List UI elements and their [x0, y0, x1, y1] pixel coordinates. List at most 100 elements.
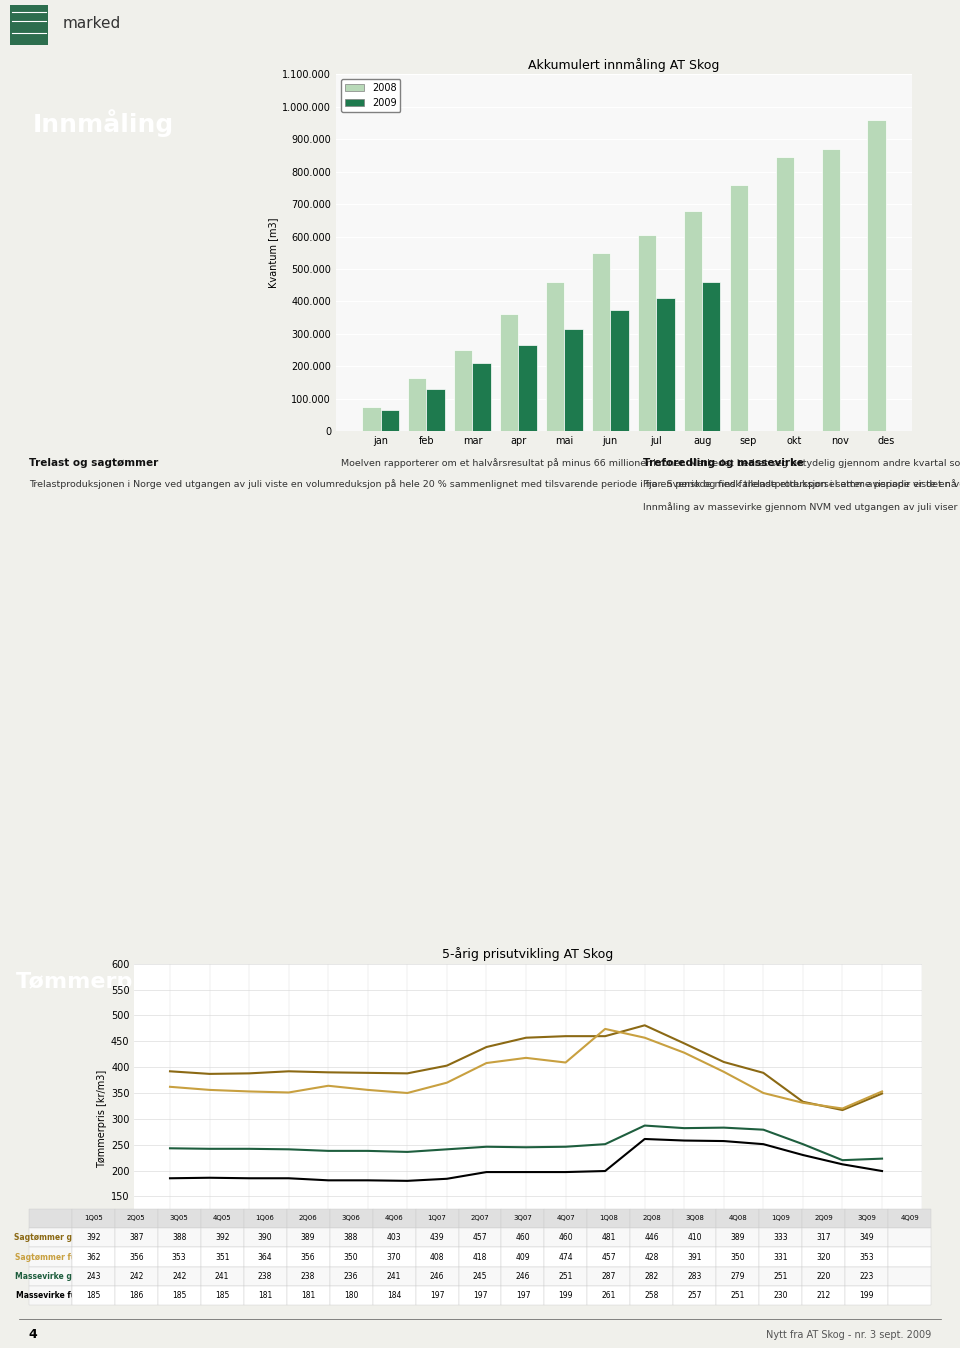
Y-axis label: Kvantum [m3]: Kvantum [m3]	[268, 217, 278, 288]
Sagtømmer gran	[520, 1030, 532, 1046]
Sagtømmer furu	[679, 1045, 690, 1061]
Massevirke gran	[560, 1139, 571, 1155]
Sagtømmer gran	[837, 1101, 849, 1117]
Massevirke furu	[164, 1170, 176, 1186]
Sagtømmer furu	[837, 1100, 849, 1116]
Massevirke furu	[442, 1170, 453, 1186]
Y-axis label: Tømmerpris [kr/m3]: Tømmerpris [kr/m3]	[97, 1070, 107, 1167]
Title: Akkumulert innmåling AT Skog: Akkumulert innmåling AT Skog	[528, 58, 720, 71]
Sagtømmer gran	[243, 1065, 254, 1081]
Sagtømmer furu	[718, 1064, 730, 1080]
Title: 5-årig prisutvikling AT Skog: 5-årig prisutvikling AT Skog	[443, 948, 613, 961]
Sagtømmer gran	[362, 1065, 373, 1081]
Massevirke furu	[757, 1136, 769, 1153]
Sagtømmer gran	[401, 1065, 413, 1081]
Bar	[454, 350, 472, 431]
Sagtømmer furu	[876, 1084, 888, 1100]
Legend: 2008, 2009: 2008, 2009	[341, 80, 400, 112]
Massevirke furu	[797, 1147, 808, 1163]
Line: Massevirke gran: Massevirke gran	[170, 1126, 882, 1161]
Massevirke gran	[679, 1120, 690, 1136]
Bar	[518, 345, 537, 431]
Sagtømmer furu	[599, 1020, 611, 1037]
Massevirke furu	[323, 1173, 334, 1189]
Massevirke gran	[876, 1151, 888, 1167]
Massevirke gran	[362, 1143, 373, 1159]
Massevirke gran	[323, 1143, 334, 1159]
Massevirke gran	[639, 1117, 651, 1134]
Sagtømmer gran	[876, 1085, 888, 1101]
Sagtømmer gran	[639, 1018, 651, 1034]
Sagtømmer gran	[797, 1093, 808, 1109]
Bar	[426, 390, 444, 431]
Massevirke gran	[164, 1140, 176, 1157]
Sagtømmer furu	[164, 1078, 176, 1095]
Sagtømmer gran	[679, 1035, 690, 1051]
Massevirke furu	[243, 1170, 254, 1186]
Massevirke gran	[797, 1136, 808, 1153]
Massevirke gran	[401, 1144, 413, 1161]
Bar	[702, 282, 720, 431]
Bar	[10, 5, 48, 44]
Sagtømmer furu	[560, 1054, 571, 1070]
Sagtømmer furu	[283, 1084, 295, 1100]
Line: Sagtømmer furu: Sagtømmer furu	[170, 1029, 882, 1108]
Sagtømmer furu	[442, 1074, 453, 1091]
Massevirke gran	[481, 1139, 492, 1155]
Sagtømmer furu	[323, 1077, 334, 1093]
Bar	[472, 363, 491, 431]
Text: Trelastproduksjonen i Norge ved utgangen av juli viste en volumreduksjon på hele: Trelastproduksjonen i Norge ved utgangen…	[29, 480, 960, 489]
Text: Nytt fra AT Skog - nr. 3 sept. 2009: Nytt fra AT Skog - nr. 3 sept. 2009	[766, 1330, 931, 1340]
Massevirke furu	[639, 1131, 651, 1147]
Massevirke furu	[599, 1163, 611, 1180]
Bar	[592, 253, 611, 431]
Bar	[546, 282, 564, 431]
Sagtømmer furu	[757, 1085, 769, 1101]
Bar	[564, 329, 583, 431]
Sagtømmer furu	[401, 1085, 413, 1101]
Massevirke furu	[560, 1163, 571, 1180]
Text: Trelast og sagtømmer: Trelast og sagtømmer	[29, 458, 158, 468]
Text: Treforedling og massevirke: Treforedling og massevirke	[643, 458, 804, 468]
Massevirke furu	[401, 1173, 413, 1189]
Bar	[500, 314, 518, 431]
Massevirke gran	[757, 1122, 769, 1138]
Sagtømmer furu	[362, 1082, 373, 1099]
Text: 4: 4	[29, 1328, 37, 1341]
Sagtømmer gran	[599, 1029, 611, 1045]
Line: Sagtømmer gran: Sagtømmer gran	[170, 1026, 882, 1109]
Massevirke gran	[599, 1136, 611, 1153]
Massevirke furu	[837, 1157, 849, 1173]
Sagtømmer gran	[204, 1066, 215, 1082]
Sagtømmer furu	[797, 1095, 808, 1111]
Massevirke furu	[679, 1132, 690, 1148]
Bar	[611, 310, 629, 431]
Massevirke gran	[243, 1140, 254, 1157]
Massevirke gran	[442, 1142, 453, 1158]
Massevirke gran	[520, 1139, 532, 1155]
Bar	[380, 410, 399, 431]
Massevirke furu	[718, 1132, 730, 1148]
Massevirke furu	[520, 1163, 532, 1180]
Sagtømmer furu	[639, 1030, 651, 1046]
Sagtømmer gran	[718, 1054, 730, 1070]
Sagtømmer furu	[520, 1050, 532, 1066]
Massevirke furu	[481, 1163, 492, 1180]
Line: Massevirke furu: Massevirke furu	[170, 1139, 882, 1181]
Massevirke gran	[718, 1120, 730, 1136]
Bar	[684, 210, 702, 431]
Bar	[408, 377, 426, 431]
Text: marked: marked	[62, 16, 121, 31]
Bar	[776, 156, 794, 431]
Massevirke furu	[204, 1170, 215, 1186]
Bar	[637, 235, 656, 431]
Sagtømmer gran	[560, 1029, 571, 1045]
Text: Fra en periode med fallende etterspørsel etter avispapir er det nå tegn som tyde: Fra en periode med fallende etterspørsel…	[643, 480, 960, 512]
Sagtømmer furu	[204, 1082, 215, 1099]
Massevirke gran	[837, 1153, 849, 1169]
Bar	[730, 185, 748, 431]
Sagtømmer furu	[481, 1055, 492, 1072]
Massevirke gran	[283, 1142, 295, 1158]
Massevirke furu	[283, 1170, 295, 1186]
Bar	[868, 120, 886, 431]
